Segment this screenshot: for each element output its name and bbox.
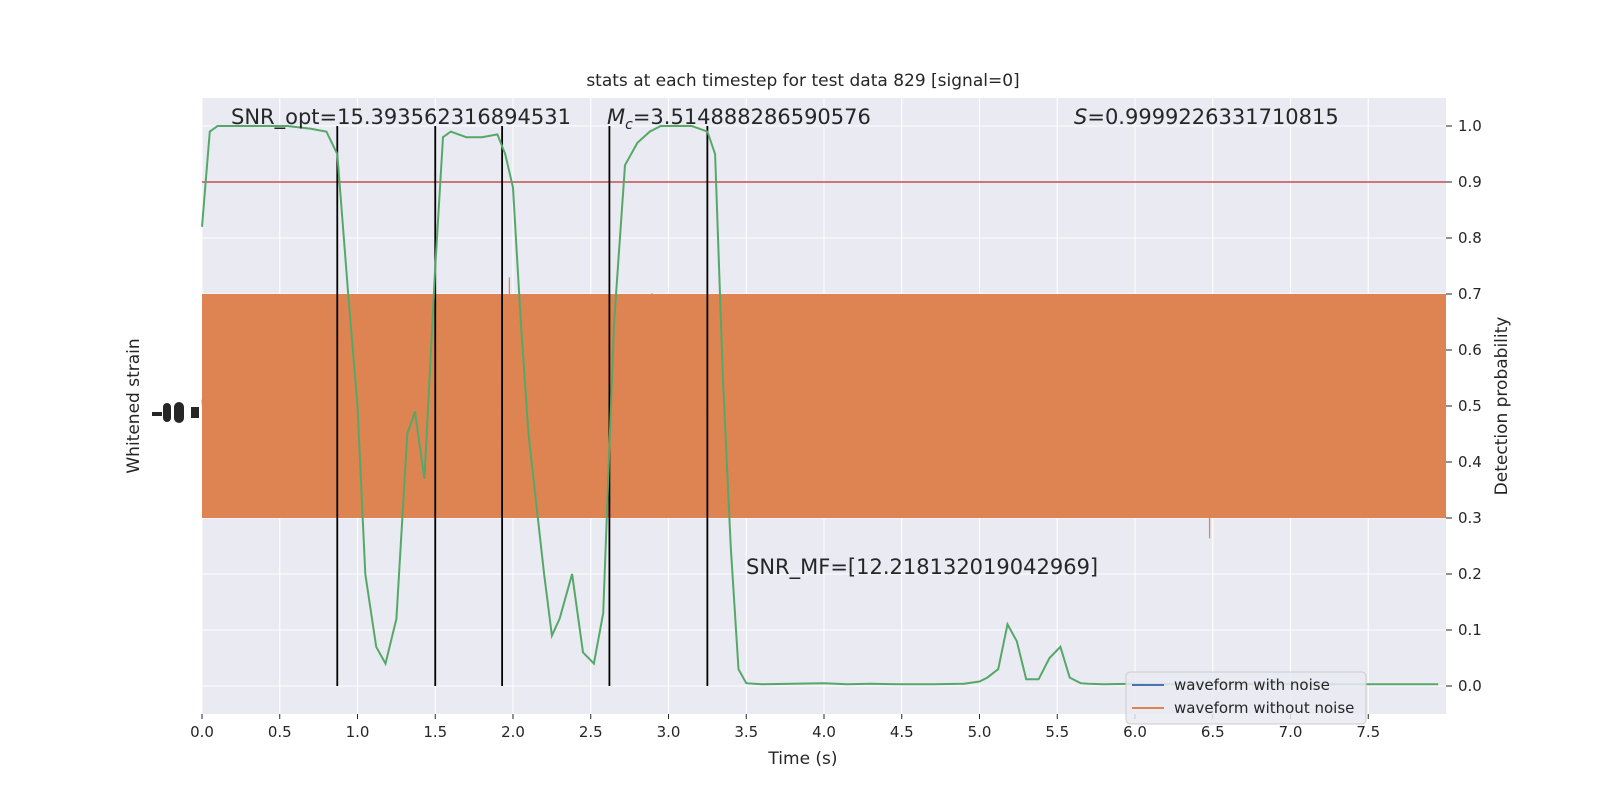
left-tick-mark <box>191 407 199 418</box>
y-tick-label: 0.2 <box>1458 565 1482 583</box>
x-tick-label: 7.0 <box>1279 723 1303 741</box>
x-tick-label: 1.5 <box>423 723 447 741</box>
chirp-mass-annotation: Mc=3.514888286590576 <box>607 105 871 133</box>
left-tick-mark <box>174 402 184 423</box>
y-tick-label: 0.8 <box>1458 229 1482 247</box>
y-tick-label: 0.9 <box>1458 173 1482 191</box>
y-tick-label: 1.0 <box>1458 117 1482 135</box>
s-symbol: S <box>1074 105 1087 129</box>
y-tick-label: 0.7 <box>1458 285 1482 303</box>
probability-line <box>201 125 1439 686</box>
x-tick-label: 0.5 <box>268 723 292 741</box>
x-tick-label: 3.5 <box>734 723 758 741</box>
chirp-mass-subscript: c <box>625 117 633 133</box>
x-tick-label: 3.0 <box>657 723 681 741</box>
x-tick-label: 4.5 <box>890 723 914 741</box>
legend-entry-noise: waveform with noise <box>1174 676 1330 694</box>
right-y-axis-label: Detection probability <box>1492 317 1512 496</box>
left-tick-mark <box>152 412 162 416</box>
x-tick-label: 6.0 <box>1123 723 1147 741</box>
x-tick-label: 5.5 <box>1045 723 1069 741</box>
snr-mf-annotation: SNR_MF=[12.218132019042969] <box>746 555 1098 580</box>
legend-entry-strain: waveform without noise <box>1174 699 1354 717</box>
x-tick-label: 6.5 <box>1201 723 1225 741</box>
x-axis-ticks: 0.0 0.5 1.0 1.5 2.0 2.5 3.0 3.5 4.0 4.5 5.0 5.5 6.0 6… <box>190 714 1380 741</box>
x-tick-label: 2.0 <box>501 723 525 741</box>
x-tick-label: 4.0 <box>812 723 836 741</box>
legend-box <box>1125 671 1367 725</box>
vertical-lines <box>336 126 709 686</box>
x-tick-label: 2.5 <box>579 723 603 741</box>
chirp-mass-symbol: M <box>607 105 625 129</box>
left-y-axis-label: Whitened strain <box>124 338 144 473</box>
legend: waveform with noise waveform without noi… <box>1125 671 1367 725</box>
right-y-axis-ticks: 0.0 0.1 0.2 0.3 0.4 0.5 0.6 0.7 0.8 0.9 1.0 <box>1446 117 1482 695</box>
x-axis-label: Time (s) <box>767 749 837 769</box>
x-tick-label: 1.0 <box>346 723 370 741</box>
snr-opt-annotation: SNR_opt=15.393562316894531 <box>231 105 571 130</box>
left-axis-tick-cluster <box>152 402 199 423</box>
y-tick-label: 0.3 <box>1458 509 1482 527</box>
y-tick-label: 0.5 <box>1458 397 1482 415</box>
left-tick-mark <box>163 403 171 422</box>
y-tick-label: 0.0 <box>1458 677 1482 695</box>
y-tick-label: 0.4 <box>1458 453 1482 471</box>
x-tick-label: 7.5 <box>1356 723 1380 741</box>
x-tick-label: 0.0 <box>190 723 214 741</box>
s-value: =0.9999226331710815 <box>1087 105 1338 129</box>
strain-series <box>201 277 1447 539</box>
x-tick-label: 5.0 <box>968 723 992 741</box>
strain-line <box>201 277 1447 539</box>
chirp-mass-value: =3.514888286590576 <box>633 105 871 129</box>
chart-title: stats at each timestep for test data 829… <box>586 71 1019 91</box>
y-tick-label: 0.6 <box>1458 341 1482 359</box>
y-tick-label: 0.1 <box>1458 621 1482 639</box>
s-annotation: S=0.9999226331710815 <box>1074 105 1339 129</box>
